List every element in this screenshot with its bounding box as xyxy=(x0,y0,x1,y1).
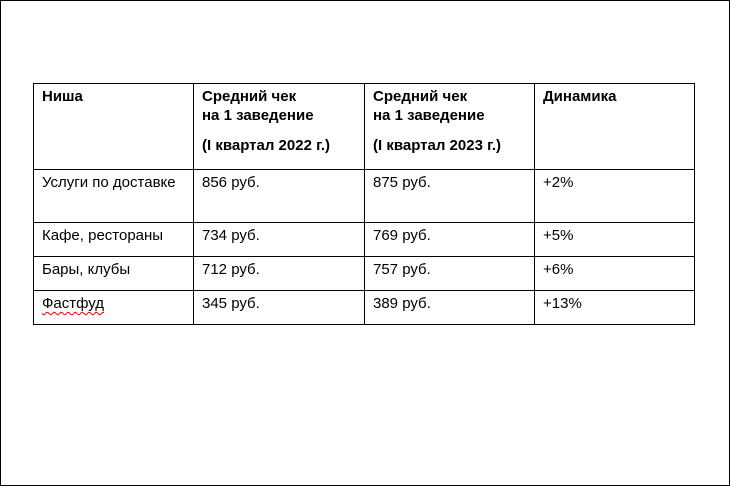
header-check-2023-line1: Средний чек xyxy=(373,88,468,105)
cell-check-2023: 389 руб. xyxy=(364,290,535,325)
header-check-2023-period: (I квартал 2023 г.) xyxy=(373,137,501,154)
cell-dynamics: +13% xyxy=(534,290,695,325)
header-check-2022-line1: Средний чек xyxy=(202,88,297,105)
table-row: Фастфуд 345 руб. 389 руб. +13% xyxy=(33,290,695,325)
misspelled-word: Фастфуд xyxy=(42,295,105,312)
cell-check-2023: 875 руб. xyxy=(364,169,535,223)
cell-check-2022: 345 руб. xyxy=(193,290,365,325)
cell-check-2022: 856 руб. xyxy=(193,169,365,223)
cell-dynamics: +2% xyxy=(534,169,695,223)
cell-niche: Услуги по доставке xyxy=(33,169,194,223)
cell-check-2023: 769 руб. xyxy=(364,222,535,257)
table-row: Кафе, рестораны 734 руб. 769 руб. +5% xyxy=(33,222,695,257)
cell-check-2022: 734 руб. xyxy=(193,222,365,257)
header-check-2022: Средний чек на 1 заведение (I квартал 20… xyxy=(193,83,365,170)
header-dynamics: Динамика xyxy=(534,83,695,170)
average-check-table: Ниша Средний чек на 1 заведение (I кварт… xyxy=(33,83,695,325)
header-dynamics-label: Динамика xyxy=(543,88,617,105)
table-header-row: Ниша Средний чек на 1 заведение (I кварт… xyxy=(33,83,695,170)
header-check-2023: Средний чек на 1 заведение (I квартал 20… xyxy=(364,83,535,170)
cell-niche: Бары, клубы xyxy=(33,256,194,291)
table-row: Услуги по доставке 856 руб. 875 руб. +2% xyxy=(33,169,695,223)
header-niche: Ниша xyxy=(33,83,194,170)
cell-niche: Фастфуд xyxy=(33,290,194,325)
cell-dynamics: +5% xyxy=(534,222,695,257)
cell-check-2022: 712 руб. xyxy=(193,256,365,291)
header-check-2022-line2: на 1 заведение xyxy=(202,107,314,124)
cell-check-2023: 757 руб. xyxy=(364,256,535,291)
cell-niche: Кафе, рестораны xyxy=(33,222,194,257)
header-niche-label: Ниша xyxy=(42,88,83,105)
header-check-2023-line2: на 1 заведение xyxy=(373,107,485,124)
table-row: Бары, клубы 712 руб. 757 руб. +6% xyxy=(33,256,695,291)
header-check-2022-period: (I квартал 2022 г.) xyxy=(202,137,330,154)
cell-dynamics: +6% xyxy=(534,256,695,291)
